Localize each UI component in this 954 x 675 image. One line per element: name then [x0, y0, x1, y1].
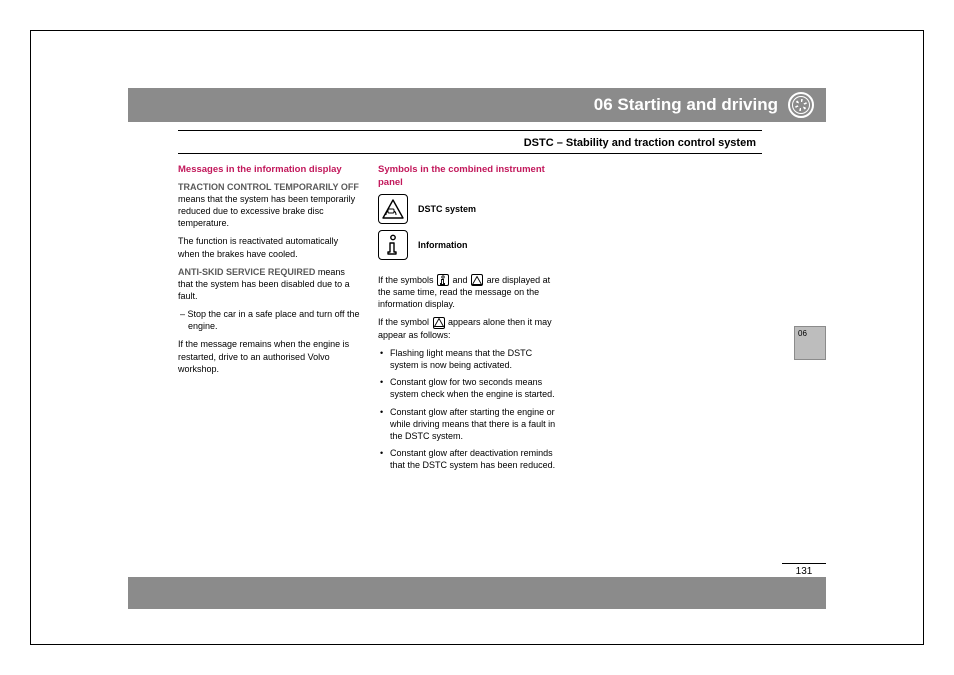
inline-info-icon	[437, 274, 449, 286]
col2-p2: If the symbol appears alone then it may …	[378, 316, 562, 341]
col2-heading: Symbols in the combined instrument panel	[378, 164, 562, 190]
bullet-2: Constant glow for two seconds means syst…	[378, 376, 562, 400]
col1-p1-rest: means that the system has been temporari…	[178, 194, 355, 228]
col2-p2-a: If the symbol	[378, 317, 432, 327]
col1-p1: TRACTION CONTROL TEMPORARILY OFF means t…	[178, 181, 362, 230]
column-2: Symbols in the combined instrument panel…	[378, 164, 562, 476]
bullet-3: Constant glow after starting the engine …	[378, 406, 562, 442]
column-1: Messages in the information display TRAC…	[178, 164, 362, 476]
section-title-bar: DSTC – Stability and traction control sy…	[178, 130, 762, 154]
page-number-text: 131	[796, 566, 813, 577]
col2-p1-a: If the symbols	[378, 275, 436, 285]
icon-row-info: Information	[378, 230, 562, 260]
traction-off-label: TRACTION CONTROL TEMPORARILY OFF	[178, 182, 359, 192]
chapter-header: 06 Starting and driving	[128, 88, 826, 122]
col1-p3: ANTI-SKID SERVICE REQUIRED means that th…	[178, 266, 362, 302]
inline-dstc-icon	[471, 274, 483, 286]
content-columns: Messages in the information display TRAC…	[178, 164, 762, 476]
chapter-tab: 06	[794, 326, 826, 360]
col2-bullets: Flashing light means that the DSTC syste…	[378, 347, 562, 471]
dstc-warning-icon	[378, 194, 408, 224]
col1-p4: If the message remains when the engine i…	[178, 338, 362, 374]
col1-p2: The function is reactivated automaticall…	[178, 235, 362, 259]
information-icon	[378, 230, 408, 260]
page-number: 131	[782, 563, 826, 577]
brand-wheel-icon	[788, 92, 814, 118]
chapter-tab-label: 06	[798, 329, 807, 338]
column-3	[578, 164, 762, 476]
bullet-1: Flashing light means that the DSTC syste…	[378, 347, 562, 371]
icon-row-dstc: DSTC system	[378, 194, 562, 224]
inline-dstc-icon-2	[433, 317, 445, 329]
col2-p1-b: and	[450, 275, 470, 285]
section-title: DSTC – Stability and traction control sy…	[524, 137, 756, 149]
footer-bar	[128, 577, 826, 609]
bullet-4: Constant glow after deactivation reminds…	[378, 447, 562, 471]
col1-dash: Stop the car in a safe place and turn of…	[178, 308, 362, 332]
antiskid-label: ANTI-SKID SERVICE REQUIRED	[178, 267, 315, 277]
chapter-title: 06 Starting and driving	[594, 95, 778, 115]
col2-p1: If the symbols and are displayed at the …	[378, 274, 562, 311]
info-icon-label: Information	[418, 239, 468, 251]
col1-heading: Messages in the information display	[178, 164, 362, 177]
dstc-icon-label: DSTC system	[418, 203, 476, 215]
